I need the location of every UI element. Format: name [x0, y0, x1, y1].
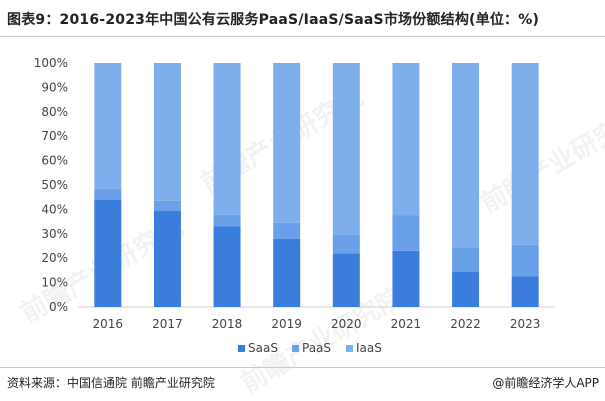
x-tick-label: 2020	[331, 317, 362, 331]
bar-saas	[392, 250, 420, 307]
x-tick-label: 2022	[450, 317, 481, 331]
bar-saas	[273, 238, 301, 307]
source-note: 资料来源：中国信通院 前瞻产业研究院	[7, 376, 215, 390]
bar-iaas	[213, 63, 241, 215]
y-tick-label: 80%	[41, 105, 68, 119]
bar-iaas	[273, 63, 301, 223]
y-tick-label: 0%	[49, 300, 68, 314]
bar-paas	[153, 200, 181, 211]
x-tick-label: 2023	[510, 317, 541, 331]
y-tick-label: 50%	[41, 178, 68, 192]
credit-note: @前瞻经济学人APP	[492, 376, 599, 390]
bar-iaas	[332, 63, 360, 236]
title-divider	[0, 36, 605, 37]
legend-swatch-saas	[238, 345, 245, 352]
bar-iaas	[452, 63, 480, 248]
bar-paas	[94, 188, 122, 200]
bar-saas	[452, 271, 480, 307]
y-tick-label: 100%	[34, 56, 68, 70]
legend-label-paas: PaaS	[302, 341, 331, 355]
y-tick-label: 70%	[41, 129, 68, 143]
y-tick-label: 10%	[41, 276, 68, 290]
y-tick-label: 20%	[41, 251, 68, 265]
bar-paas	[392, 215, 420, 251]
footer-divider	[0, 367, 605, 368]
bar-paas	[511, 244, 539, 277]
y-tick-label: 40%	[41, 202, 68, 216]
x-tick-label: 2017	[152, 317, 183, 331]
legend-label-iaas: IaaS	[356, 341, 382, 355]
legend-label-saas: SaaS	[248, 341, 278, 355]
y-tick-label: 90%	[41, 80, 68, 94]
legend-swatch-iaas	[346, 345, 353, 352]
bar-iaas	[94, 63, 122, 189]
x-tick-label: 2019	[271, 317, 302, 331]
y-tick-label: 60%	[41, 154, 68, 168]
y-tick-label: 30%	[41, 227, 68, 241]
bar-paas	[452, 247, 480, 272]
bar-iaas	[392, 63, 420, 216]
bar-saas	[332, 253, 360, 307]
bar-saas	[153, 210, 181, 307]
legend-swatch-paas	[292, 345, 299, 352]
x-tick-label: 2021	[391, 317, 422, 331]
x-tick-label: 2016	[93, 317, 124, 331]
bar-saas	[213, 226, 241, 307]
bar-paas	[273, 222, 301, 239]
chart-title: 图表9：2016-2023年中国公有云服务PaaS/IaaS/SaaS市场份额结…	[7, 12, 540, 28]
bar-paas	[332, 235, 360, 254]
bar-iaas	[511, 63, 539, 245]
bar-paas	[213, 214, 241, 227]
bar-iaas	[153, 63, 181, 201]
bar-saas	[511, 276, 539, 307]
bar-saas	[94, 199, 122, 307]
x-tick-label: 2018	[212, 317, 243, 331]
